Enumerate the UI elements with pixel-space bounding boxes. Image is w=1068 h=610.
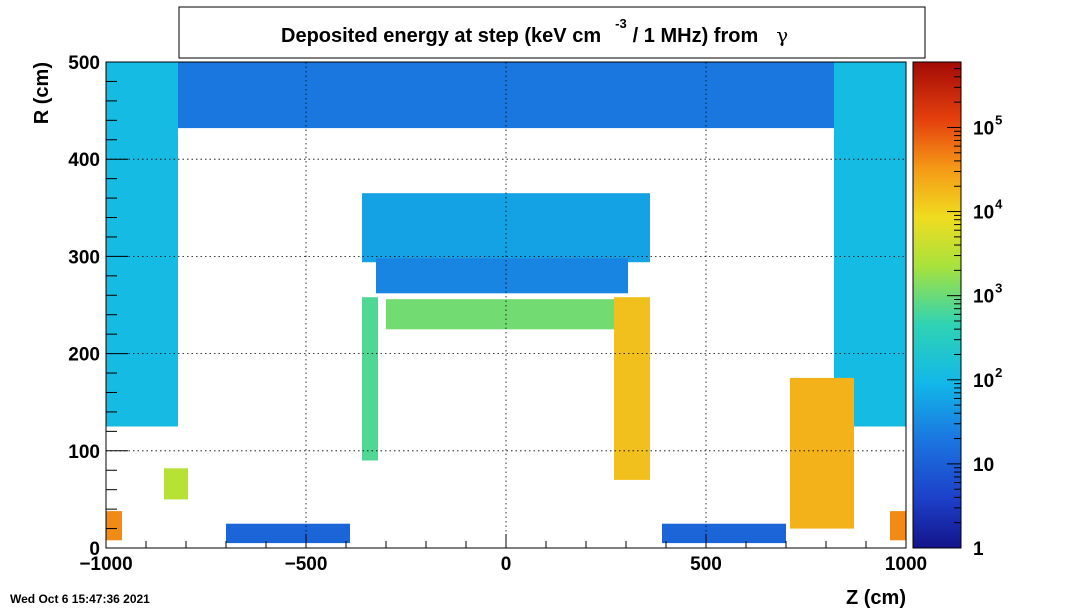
region-right-beamline-band xyxy=(662,523,786,544)
color-scale-bar xyxy=(912,61,962,549)
y-tick-label: 200 xyxy=(68,345,100,366)
title-box xyxy=(178,6,926,59)
color-scale-label: 103 xyxy=(973,281,1002,308)
chart-title-superscript: -3 xyxy=(615,16,627,31)
x-tick-label: 0 xyxy=(501,554,512,575)
color-scale-label: 1 xyxy=(973,539,984,560)
region-barrel-slab-row xyxy=(376,258,628,294)
chart-title-particle: γ xyxy=(776,23,788,47)
region-right-forward-cluster xyxy=(790,377,854,529)
grid xyxy=(106,62,906,548)
chart-title-rest: / 1 MHz) from xyxy=(633,25,759,47)
y-tick-label: 300 xyxy=(68,247,100,268)
region-right-barrel-wall xyxy=(614,297,650,480)
y-tick-label: 100 xyxy=(68,442,100,463)
x-tick-label: 500 xyxy=(690,554,722,575)
region-upper-barrel-block xyxy=(362,193,650,263)
y-tick-label: 400 xyxy=(68,150,100,171)
region-left-forward-hotspot xyxy=(106,511,122,541)
footer-date: Wed Oct 6 15:47:36 2021 xyxy=(10,592,150,606)
x-tick-label: −500 xyxy=(285,554,328,575)
x-tick-label: −1000 xyxy=(79,554,132,575)
region-left-endcap-column xyxy=(106,62,178,427)
region-right-endcap-column xyxy=(834,62,906,427)
color-scale-axis: 1 10 102 103 104 105 xyxy=(947,61,1003,560)
svg-text:Deposited energy at step (keV: Deposited energy at step (keV cm -3 / 1 MH… xyxy=(281,16,788,47)
heatmap-regions xyxy=(106,62,906,544)
region-left-barrel-wall xyxy=(362,297,378,461)
x-axis: −1000 −500 0 500 1000 xyxy=(79,534,927,575)
color-scale-label: 10 xyxy=(973,455,994,476)
region-right-forward-hotspot xyxy=(890,511,906,541)
color-scale-label: 104 xyxy=(973,197,1003,224)
x-tick-label: 1000 xyxy=(885,554,927,575)
chart-title: Deposited energy at step (keV cm xyxy=(281,25,601,47)
x-axis-title: Z (cm) xyxy=(846,587,906,609)
y-axis: 0 100 200 300 400 500 xyxy=(68,53,128,560)
y-axis-title: R (cm) xyxy=(31,62,53,124)
region-left-beamline-band xyxy=(226,523,350,544)
color-scale-label: 105 xyxy=(973,112,1002,139)
y-tick-label: 500 xyxy=(68,53,100,74)
region-left-small-block xyxy=(164,468,188,500)
y-tick-label: 0 xyxy=(89,539,100,560)
color-scale-label: 102 xyxy=(973,365,1002,392)
